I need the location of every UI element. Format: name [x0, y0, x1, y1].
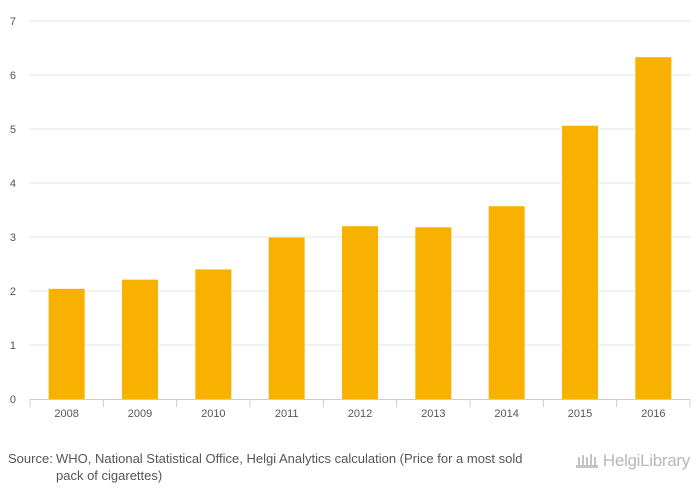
x-tick-label: 2010: [201, 408, 225, 420]
bar-2012: [342, 226, 378, 399]
x-tick-label: 2016: [641, 408, 665, 420]
y-axis-ticks: 0 1 2 3 4 5 6 7: [10, 16, 16, 406]
bar-chart: 0 1 2 3 4 5 6 7 2008 2009 2010 2011 2012 2013 2014 201…: [10, 16, 691, 420]
library-building-icon: [575, 454, 598, 468]
source-text: WHO, National Statistical Office, Helgi …: [56, 451, 523, 483]
brand-name: HelgiLibrary: [602, 451, 690, 470]
source-label: Source:: [8, 451, 53, 466]
y-tick-label: 2: [10, 286, 16, 298]
bar-2015: [562, 125, 598, 399]
x-tick-label: 2015: [568, 408, 592, 420]
y-tick-label: 4: [10, 178, 16, 190]
y-tick-label: 3: [10, 232, 16, 244]
bar-2010: [195, 269, 232, 399]
x-tick-label: 2008: [54, 408, 78, 420]
x-tick-label: 2013: [421, 408, 445, 420]
x-tick-label: 2009: [128, 408, 152, 420]
x-axis: 2008 2009 2010 2011 2012 2013 2014 2015 2016: [29, 399, 691, 420]
bars: [48, 57, 672, 400]
x-tick-label: 2014: [494, 408, 518, 420]
bar-2016: [635, 57, 672, 400]
bar-2008: [48, 288, 85, 399]
bar-2013: [415, 227, 452, 399]
y-tick-label: 6: [10, 70, 16, 82]
y-tick-label: 5: [10, 124, 16, 136]
y-tick-label: 0: [10, 394, 16, 406]
source-note: Source: WHO, National Statistical Office,…: [8, 450, 538, 484]
bar-2014: [488, 206, 525, 399]
bar-2011: [268, 237, 305, 399]
helgi-library-logo: HelgiLibrary: [575, 450, 690, 472]
y-tick-label: 1: [10, 340, 16, 352]
x-tick-label: 2012: [348, 408, 372, 420]
y-tick-label: 7: [10, 16, 16, 28]
x-tick-label: 2011: [275, 408, 299, 420]
bar-2009: [122, 279, 158, 399]
